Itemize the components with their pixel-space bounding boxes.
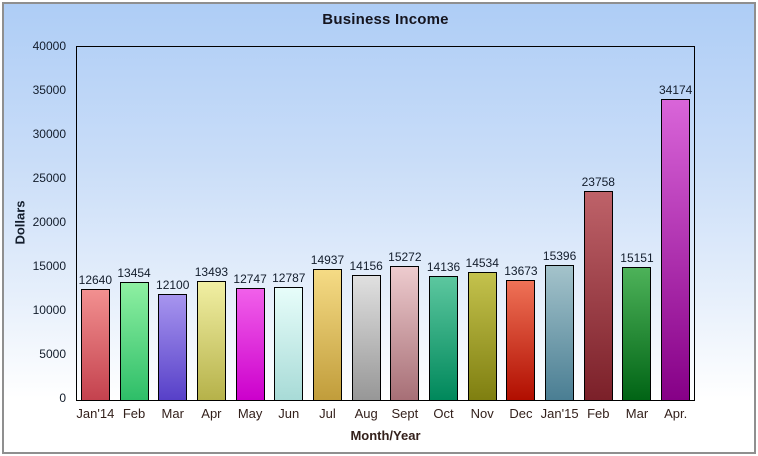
bar-value-label: 12100 <box>156 277 190 292</box>
bar-oct <box>429 275 459 400</box>
bar-may <box>235 287 265 400</box>
x-tick-label: Jun <box>278 406 300 421</box>
bar-value-label: 15396 <box>542 248 577 263</box>
bar-value-label: 34174 <box>658 82 693 97</box>
bar-value-label: 23758 <box>581 174 615 189</box>
x-tick-label: Sept <box>391 406 419 421</box>
bar-value-label: 14534 <box>465 255 499 270</box>
bar-dec <box>506 279 536 400</box>
bar-jun <box>274 286 304 400</box>
bar-mar <box>622 266 652 400</box>
bar-aug <box>351 274 381 400</box>
bar-jul <box>312 268 342 400</box>
bar-value-label: 14156 <box>349 258 383 273</box>
y-tick-label: 5000 <box>39 347 66 361</box>
x-tick-label: May <box>237 406 263 421</box>
y-tick-label: 40000 <box>32 39 66 53</box>
bar-feb <box>583 190 613 400</box>
x-axis-title: Month/Year <box>350 428 421 443</box>
plot-area <box>76 46 695 401</box>
y-tick-label: 10000 <box>32 303 66 317</box>
bar-apr <box>196 280 226 400</box>
bar-feb <box>119 281 149 400</box>
x-tick-label: Jul <box>319 406 336 421</box>
y-tick-label: 30000 <box>32 127 66 141</box>
x-tick-label: Oct <box>433 406 454 421</box>
bar-jan15 <box>545 264 575 400</box>
bar-mar <box>158 293 188 400</box>
bar-jan14 <box>80 288 110 400</box>
x-tick-label: Feb <box>122 406 146 421</box>
bar-sept <box>390 265 420 400</box>
x-tick-label: Apr. <box>664 406 688 421</box>
y-tick-label: 20000 <box>32 215 66 229</box>
bar-value-label: 13673 <box>504 263 538 278</box>
bar-apr <box>661 98 691 400</box>
x-tick-label: Aug <box>354 406 378 421</box>
bar-value-label: 12787 <box>272 270 306 285</box>
x-tick-label: Apr <box>201 406 222 421</box>
x-tick-label: Mar <box>161 406 184 421</box>
x-tick-label: Feb <box>587 406 610 421</box>
y-tick-label: 15000 <box>32 259 66 273</box>
x-tick-label: Mar <box>625 406 649 421</box>
bar-value-label: 12640 <box>78 272 113 287</box>
y-tick-label: 25000 <box>32 171 66 185</box>
chart-title: Business Income <box>322 11 449 28</box>
bar-value-label: 14136 <box>426 259 461 274</box>
bar-value-label: 13493 <box>194 264 229 279</box>
bar-nov <box>467 271 497 400</box>
y-tick-label: 35000 <box>32 83 66 97</box>
bar-value-label: 15272 <box>388 249 422 264</box>
x-tick-label: Dec <box>509 406 533 421</box>
bar-value-label: 12747 <box>233 271 267 286</box>
x-tick-label: Jan'14 <box>76 406 115 421</box>
bar-value-label: 13454 <box>117 265 151 280</box>
y-tick-label: 0 <box>59 391 66 405</box>
bar-value-label: 15151 <box>620 250 654 265</box>
x-tick-label: Nov <box>470 406 494 421</box>
bar-value-label: 14937 <box>310 252 345 267</box>
x-tick-label: Jan'15 <box>540 406 579 421</box>
